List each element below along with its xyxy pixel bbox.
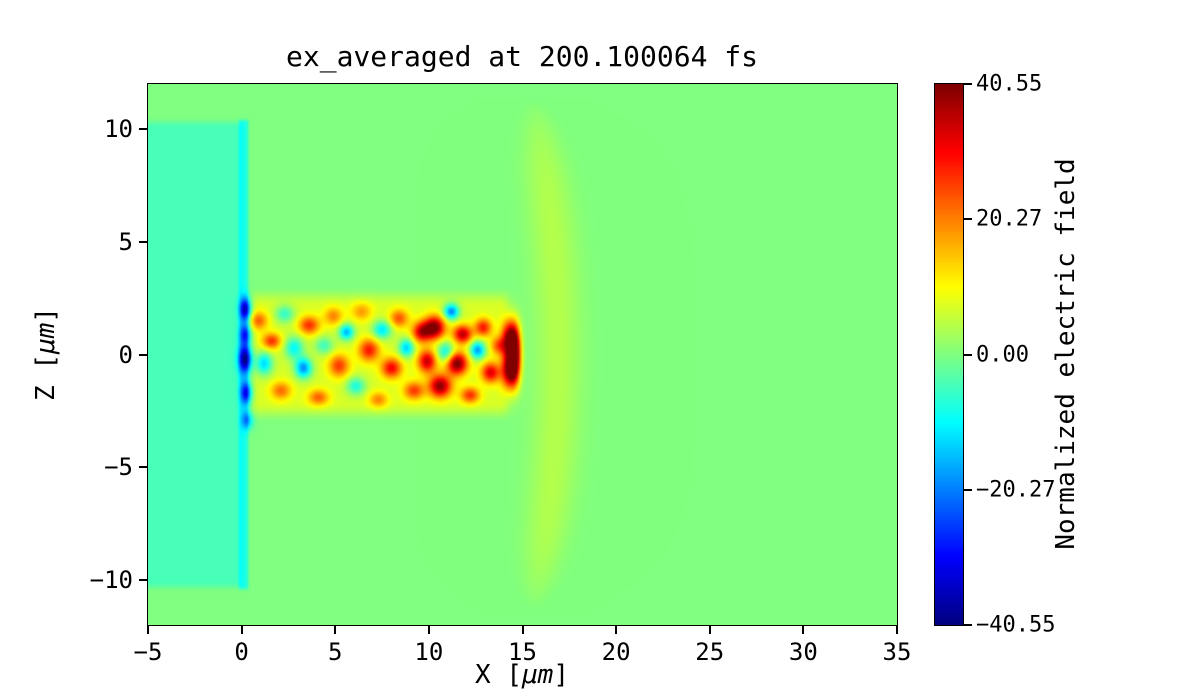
colorbar-canvas — [935, 84, 963, 625]
x-tick-label: 10 — [414, 638, 444, 666]
x-axis-label-prefix: X [ — [475, 660, 522, 690]
chart-title: ex_averaged at 200.100064 fs — [285, 40, 759, 73]
y-tick-mark — [139, 466, 148, 469]
x-tick-label: 20 — [601, 638, 631, 666]
colorbar-tick-label: 40.55 — [976, 71, 1043, 97]
x-tick-mark — [147, 625, 149, 634]
colorbar-tick-mark — [964, 353, 972, 356]
x-tick-label: 25 — [695, 638, 725, 666]
x-tick-mark — [708, 625, 711, 634]
y-tick-mark — [139, 128, 148, 131]
x-tick-mark — [240, 625, 243, 634]
y-axis-label-prefix: Z [ — [31, 354, 61, 401]
plot-area — [147, 83, 898, 626]
x-tick-label: 35 — [882, 638, 912, 666]
y-tick-mark — [139, 578, 148, 581]
x-tick-label: 5 — [328, 638, 343, 666]
x-axis-label-suffix: ] — [553, 660, 569, 690]
y-tick-mark — [139, 240, 148, 243]
x-tick-label: −5 — [133, 638, 163, 666]
x-axis-label: X [μm] — [475, 660, 569, 690]
x-tick-mark — [802, 625, 805, 634]
x-tick-mark — [427, 625, 430, 634]
heatmap-canvas — [148, 84, 897, 625]
colorbar-tick-mark — [964, 83, 972, 85]
colorbar-tick-label: 20.27 — [976, 206, 1043, 232]
x-tick-mark — [334, 625, 337, 634]
y-tick-label: −10 — [89, 565, 133, 594]
x-tick-label: 15 — [508, 638, 537, 666]
colorbar-tick-label: 0.00 — [976, 342, 1029, 367]
colorbar-label: Normalized electric field — [1051, 158, 1081, 550]
colorbar-tick-mark — [964, 624, 972, 626]
y-axis-unit: μm — [31, 322, 61, 354]
y-tick-label: 10 — [104, 115, 133, 144]
x-axis-unit: μm — [522, 660, 554, 690]
y-axis-label: Z [μm] — [31, 307, 61, 401]
x-tick-label: 0 — [234, 638, 249, 666]
colorbar-tick-mark — [964, 488, 972, 491]
colorbar-tick-label: −40.55 — [976, 612, 1056, 638]
colorbar — [934, 83, 964, 626]
y-tick-label: −5 — [104, 453, 133, 482]
y-tick-label: 5 — [118, 227, 133, 256]
x-tick-mark — [896, 625, 898, 634]
x-tick-mark — [615, 625, 618, 634]
colorbar-tick-mark — [964, 218, 972, 221]
y-tick-mark — [139, 353, 148, 356]
y-tick-label: 0 — [118, 340, 133, 369]
x-tick-label: 30 — [788, 638, 818, 666]
y-axis-label-suffix: ] — [31, 307, 61, 323]
x-tick-mark — [521, 625, 524, 634]
colorbar-tick-label: −20.27 — [976, 477, 1056, 503]
